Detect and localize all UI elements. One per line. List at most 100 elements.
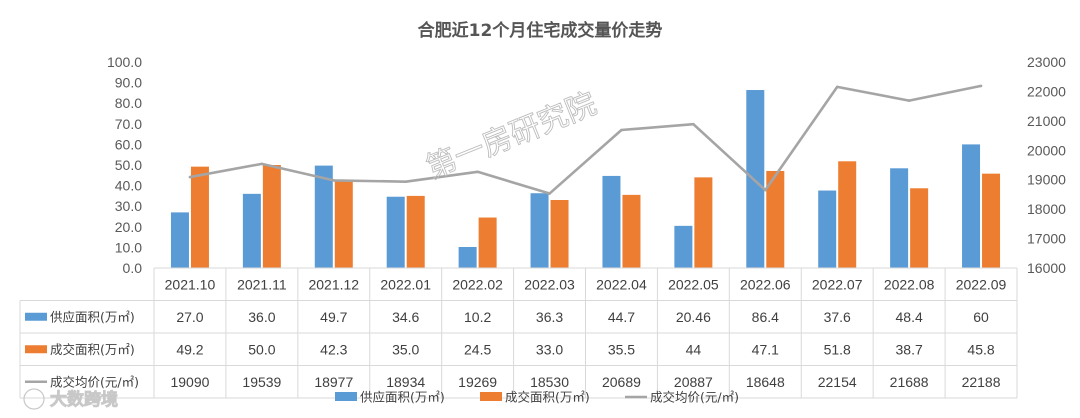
table-cell-value: 48.4 xyxy=(896,309,923,325)
price-point xyxy=(404,180,408,183)
y-left-tick-label: 20.0 xyxy=(115,219,142,235)
table-cell-value: 21688 xyxy=(890,374,929,390)
supply-bar xyxy=(386,196,405,268)
y-right-tick-label: 17000 xyxy=(1027,231,1066,247)
table-cell-value: 49.2 xyxy=(176,341,203,357)
table-cell-value: 18977 xyxy=(314,374,353,390)
table-cell-value: 19269 xyxy=(458,374,497,390)
table-cell-value: 45.8 xyxy=(967,341,994,357)
category-label: 2021.11 xyxy=(237,276,287,292)
supply-bar xyxy=(890,168,909,268)
category-label: 2021.12 xyxy=(308,276,359,292)
price-point xyxy=(476,170,479,174)
legend-label[interactable]: 成交面积(万㎡) xyxy=(505,390,590,405)
supply-bar xyxy=(746,90,765,269)
price-line-path xyxy=(189,84,982,195)
supply-bar xyxy=(818,190,837,268)
category-label: 2022.09 xyxy=(956,276,1007,292)
category-label: 2022.02 xyxy=(452,276,503,292)
category-label: 2022.07 xyxy=(812,276,863,292)
y-right-tick-label: 20000 xyxy=(1027,142,1066,158)
supply-bar xyxy=(314,165,333,268)
table-cell-value: 19539 xyxy=(242,374,281,390)
y-left-tick-label: 60.0 xyxy=(115,136,142,152)
legend-label[interactable]: 供应面积(万㎡) xyxy=(360,390,445,405)
chart-title: 合肥近12个月住宅成交量价走势 xyxy=(418,20,663,41)
price-point xyxy=(835,85,839,89)
supply-bar xyxy=(458,246,477,268)
table-cell-value: 49.7 xyxy=(320,309,347,325)
table-cell-value: 44 xyxy=(686,341,702,357)
table-cell-value: 42.3 xyxy=(320,341,347,357)
y-right-tick-label: 19000 xyxy=(1027,172,1066,188)
price-line xyxy=(188,84,983,195)
table-cell-value: 38.7 xyxy=(896,341,923,357)
table-cell-value: 36.3 xyxy=(536,309,563,325)
y-left-tick-label: 50.0 xyxy=(115,157,142,173)
table-cell-value: 34.6 xyxy=(392,309,419,325)
price-point xyxy=(763,188,767,192)
y-left-tick-label: 0.0 xyxy=(123,260,143,276)
deal-bar xyxy=(622,194,641,268)
table-cell-value: 50.0 xyxy=(248,341,275,357)
table-cell-value: 36.0 xyxy=(248,309,275,325)
supply-bar xyxy=(170,212,189,268)
deal-row-legend-key xyxy=(25,345,47,354)
table-cell-value: 60 xyxy=(973,309,989,325)
table-row-label: 成交面积(万㎡) xyxy=(50,342,135,357)
y-left-tick-label: 30.0 xyxy=(115,198,142,214)
table-cell-value: 22154 xyxy=(818,374,857,390)
deal-bar xyxy=(766,170,785,268)
table-cell-value: 35.0 xyxy=(392,341,419,357)
deal-bar xyxy=(982,173,1001,268)
price-point xyxy=(188,175,192,179)
supply-bar xyxy=(674,225,693,268)
category-label: 2022.04 xyxy=(596,276,647,292)
supply-bar xyxy=(962,144,981,268)
legend[interactable]: 供应面积(万㎡) 成交面积(万㎡) 成交均价(元/㎡) xyxy=(335,390,739,405)
y-right-tick-label: 23000 xyxy=(1027,54,1066,70)
y-right-tick-label: 16000 xyxy=(1027,260,1066,276)
table-cell-value: 27.0 xyxy=(176,309,203,325)
category-label: 2021.10 xyxy=(165,276,216,292)
category-label: 2022.01 xyxy=(380,276,431,292)
deal-bar xyxy=(550,200,569,268)
y-left-tick-label: 70.0 xyxy=(115,116,142,132)
category-label: 2022.08 xyxy=(884,276,935,292)
y-left-tick-label: 100.0 xyxy=(107,54,142,70)
table-cell-value: 18530 xyxy=(530,374,569,390)
table-cell-value: 51.8 xyxy=(824,341,851,357)
price-point xyxy=(548,192,551,195)
table-cell-value: 44.7 xyxy=(608,309,635,325)
price-point xyxy=(692,122,695,126)
brand-logo-icon xyxy=(23,388,45,410)
price-point xyxy=(260,162,264,166)
y-right-tick-label: 21000 xyxy=(1027,113,1066,129)
y-left-tick-label: 40.0 xyxy=(115,178,142,194)
category-label: 2022.06 xyxy=(740,276,791,292)
table-cell-value: 20689 xyxy=(602,374,641,390)
legend-label[interactable]: 成交均价(元/㎡) xyxy=(650,390,739,405)
y-right-tick-label: 22000 xyxy=(1027,83,1066,99)
deal-bar xyxy=(334,180,353,268)
legend-deal-key[interactable] xyxy=(480,392,502,401)
table-cell-value: 47.1 xyxy=(752,341,779,357)
y-left-tick-label: 90.0 xyxy=(115,75,142,91)
supply-bar xyxy=(242,193,261,268)
table-cell-value: 18934 xyxy=(386,374,425,390)
y-right-tick-label: 18000 xyxy=(1027,201,1066,217)
table-row-label: 供应面积(万㎡) xyxy=(50,309,135,324)
deal-bar xyxy=(406,195,425,268)
table-cell-value: 37.6 xyxy=(824,309,851,325)
supply-bar xyxy=(530,193,549,268)
price-point xyxy=(979,84,983,88)
deal-bar xyxy=(694,177,713,268)
bars xyxy=(170,90,1001,269)
price-point xyxy=(620,128,623,132)
deal-bar xyxy=(838,161,857,268)
legend-supply-key[interactable] xyxy=(335,392,357,401)
category-label: 2022.05 xyxy=(668,276,719,292)
axes: 0.0 10.0 20.0 30.0 40.0 50.0 60.0 70.0 80.0 90.0 1… xyxy=(107,54,1066,276)
